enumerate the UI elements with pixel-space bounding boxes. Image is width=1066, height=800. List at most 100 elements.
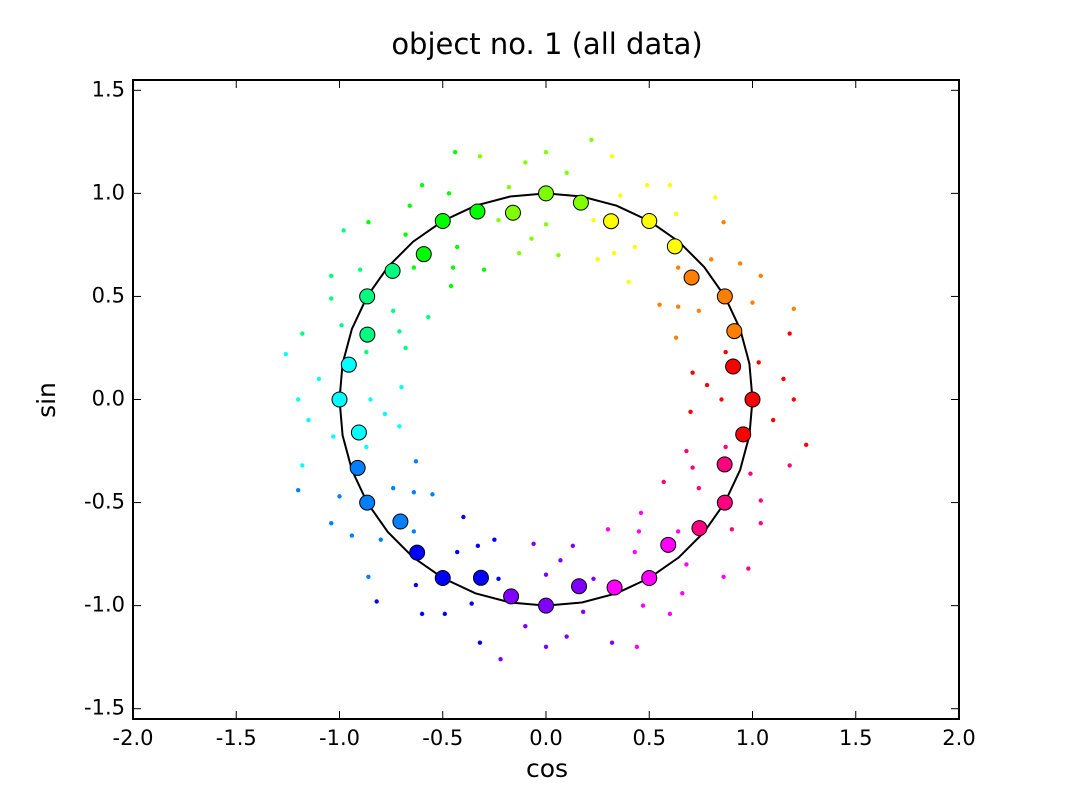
data-point	[719, 397, 724, 402]
data-point	[591, 576, 596, 582]
data-point	[446, 191, 452, 196]
data-point	[684, 562, 689, 567]
data-point	[644, 182, 650, 188]
data-point	[713, 195, 718, 200]
data-point	[675, 529, 681, 534]
y-tick-label: -1.0	[84, 593, 125, 617]
x-axis-label: cos	[526, 754, 568, 783]
data-point	[390, 308, 396, 314]
data-point	[580, 609, 586, 615]
data-point	[496, 576, 501, 582]
mean-marker	[716, 494, 733, 511]
data-point	[758, 498, 763, 503]
mean-marker	[641, 212, 658, 229]
mean-marker	[660, 536, 677, 553]
data-point	[570, 543, 576, 549]
data-point	[589, 137, 594, 142]
y-tick-label: 1.0	[92, 180, 125, 204]
mean-marker	[726, 323, 743, 340]
mean-marker	[504, 204, 521, 221]
data-point	[450, 265, 456, 270]
data-point	[564, 170, 569, 175]
data-point	[283, 351, 289, 357]
x-tick-label: -1.0	[319, 726, 360, 750]
data-point	[609, 640, 615, 645]
data-point	[684, 448, 689, 454]
mean-marker	[666, 238, 683, 255]
data-point	[357, 267, 363, 272]
data-point	[667, 611, 673, 617]
mean-marker	[538, 597, 554, 614]
plot-area	[283, 137, 809, 662]
data-point	[787, 331, 792, 336]
y-tick-label: 1.5	[92, 77, 125, 101]
data-point	[791, 397, 796, 402]
data-point	[803, 442, 809, 448]
mean-marker	[538, 185, 554, 202]
mean-marker	[606, 579, 623, 596]
data-point	[696, 485, 702, 491]
data-point	[496, 217, 501, 223]
data-point	[758, 273, 763, 279]
data-point	[746, 566, 751, 571]
data-point	[748, 471, 753, 476]
mean-marker	[415, 246, 432, 263]
mean-marker	[683, 269, 700, 286]
mean-marker	[359, 494, 376, 511]
data-point	[680, 591, 685, 596]
data-point	[523, 160, 528, 165]
x-tick-label: 1.0	[736, 726, 769, 750]
data-point	[337, 494, 342, 499]
data-point	[399, 384, 404, 390]
data-point	[366, 574, 371, 579]
data-point	[382, 411, 388, 417]
data-point	[750, 300, 755, 305]
data-point	[529, 236, 534, 241]
data-point	[329, 520, 334, 526]
mean-marker	[472, 569, 489, 586]
mean-marker	[349, 459, 366, 476]
x-tick-label: 0.5	[633, 726, 666, 750]
mean-marker	[392, 513, 409, 530]
data-point	[477, 154, 483, 159]
x-tick-label: 0.0	[529, 726, 562, 750]
data-point	[411, 265, 417, 270]
mean-marker	[571, 578, 588, 595]
mean-marker	[735, 426, 752, 443]
mean-marker	[572, 194, 589, 211]
data-point	[675, 265, 681, 270]
data-point	[469, 601, 474, 606]
mean-marker	[359, 326, 376, 343]
data-point	[690, 465, 695, 470]
data-point	[475, 543, 481, 549]
data-point	[411, 490, 417, 495]
data-point	[721, 574, 726, 579]
data-point	[564, 634, 569, 639]
data-point	[721, 220, 726, 225]
mean-marker	[603, 213, 620, 230]
data-point	[329, 296, 334, 301]
mean-marker	[350, 424, 367, 441]
mean-marker	[434, 570, 451, 587]
mean-marker	[641, 570, 658, 587]
data-point	[636, 529, 642, 534]
y-axis-label: sin	[32, 382, 61, 418]
mean-marker	[744, 391, 761, 408]
data-point	[657, 302, 662, 307]
data-point	[378, 537, 383, 542]
data-point	[364, 349, 369, 355]
data-point	[329, 273, 334, 279]
data-point	[349, 533, 355, 538]
data-point	[403, 232, 408, 237]
data-point	[595, 257, 600, 262]
mean-marker	[725, 358, 742, 375]
data-point	[411, 529, 417, 534]
data-point	[609, 154, 615, 159]
data-point	[543, 572, 549, 577]
data-point	[729, 527, 735, 532]
data-point	[787, 463, 792, 468]
data-point	[516, 250, 522, 256]
data-point	[543, 644, 549, 650]
data-point	[688, 409, 693, 415]
data-point	[461, 514, 466, 520]
